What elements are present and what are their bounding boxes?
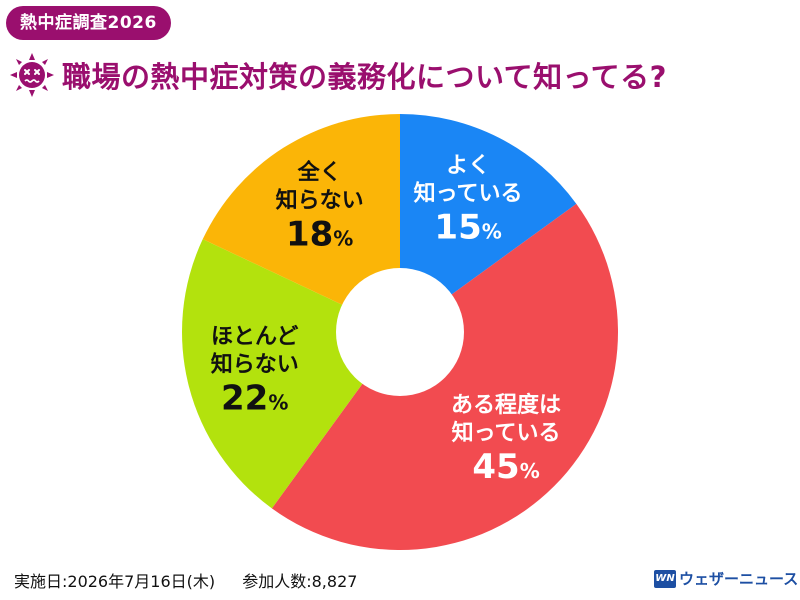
slice-label-text: 知っている bbox=[452, 420, 561, 446]
slice-label-text: 知っている bbox=[414, 180, 523, 206]
chart-title: 職場の熱中症対策の義務化について知ってる? bbox=[62, 60, 668, 94]
pie-slice bbox=[400, 114, 577, 332]
title-row: 職場の熱中症対策の義務化について知ってる? bbox=[10, 50, 667, 100]
survey-badge: 熱中症調査2026 bbox=[6, 6, 171, 40]
slice-value: 45% bbox=[472, 447, 539, 487]
participant-count: 参加人数:8,827 bbox=[242, 572, 358, 591]
slice-label-text: 知らない bbox=[276, 187, 364, 213]
slice-label-text: 全く bbox=[297, 159, 342, 185]
donut-hole bbox=[336, 268, 464, 396]
weathernews-logo: WN ウェザーニュース bbox=[654, 568, 798, 589]
logo-mark: WN bbox=[654, 569, 676, 588]
footer: 実施日:2026年7月16日(木) 参加人数:8,827 bbox=[14, 568, 379, 592]
slice-label-text: ある程度は bbox=[451, 392, 561, 418]
survey-date: 実施日:2026年7月16日(木) bbox=[14, 572, 216, 591]
slice-value: 18% bbox=[286, 214, 353, 254]
chart-labels: よく知っている15%ある程度は知っている45%ほとんど知らない22%全く知らない… bbox=[211, 153, 561, 487]
slice-label-text: よく bbox=[446, 153, 490, 178]
slice-label-text: 知らない bbox=[211, 351, 299, 377]
logo-text: ウェザーニュース bbox=[679, 570, 799, 588]
pie-slice bbox=[202, 114, 400, 332]
slice-value: 15% bbox=[434, 207, 501, 247]
hot-face-icon bbox=[10, 53, 54, 97]
slice-label-text: ほとんど bbox=[211, 324, 298, 349]
slice-value: 22% bbox=[221, 378, 288, 418]
